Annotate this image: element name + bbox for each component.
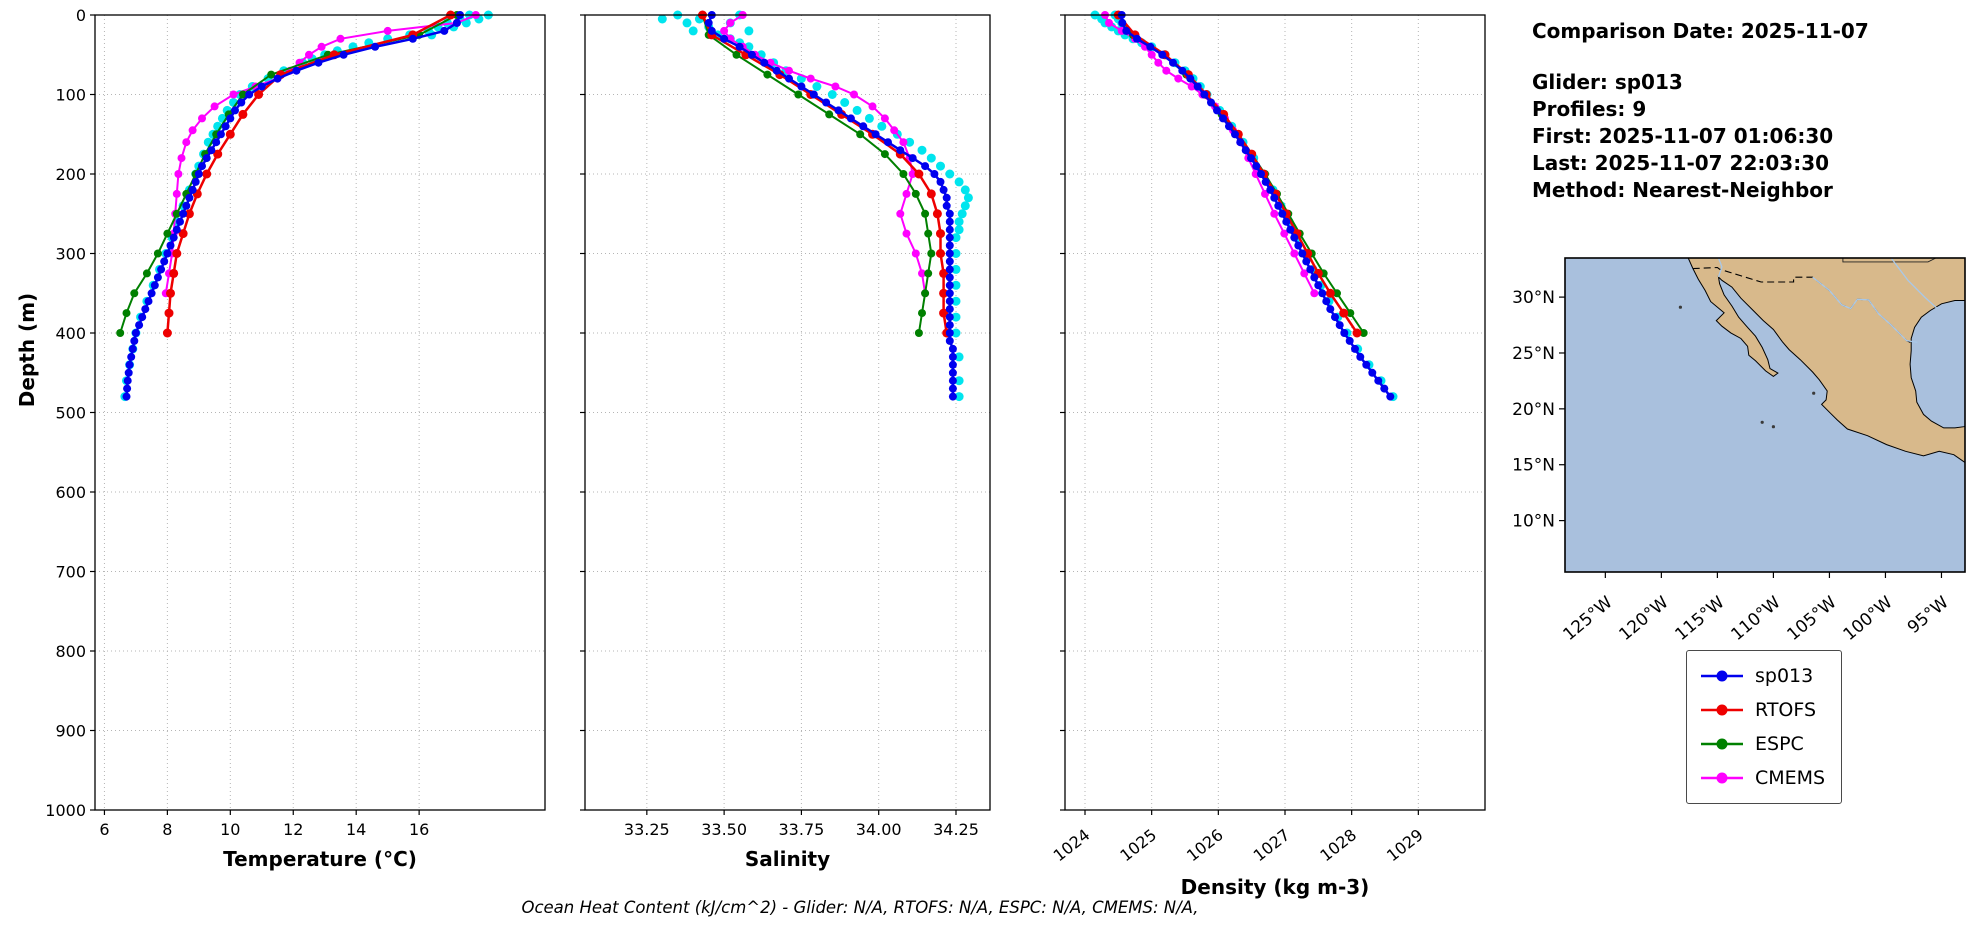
legend-item-ESPC: ESPC	[1699, 727, 1825, 761]
svg-text:33.50: 33.50	[701, 820, 747, 839]
legend-label: RTOFS	[1755, 699, 1817, 721]
series-ESPC	[698, 11, 936, 337]
svg-text:500: 500	[55, 404, 86, 423]
info-line: Profiles: 9	[1532, 97, 1647, 121]
svg-text:1028: 1028	[1316, 825, 1360, 865]
svg-text:100: 100	[55, 86, 86, 105]
legend-item-RTOFS: RTOFS	[1699, 693, 1825, 727]
svg-text:400: 400	[55, 324, 86, 343]
info-panel: Comparison Date: 2025-11-07 Glider: sp01…	[1532, 18, 1869, 204]
svg-text:200: 200	[55, 165, 86, 184]
info-line: Glider: sp013	[1532, 70, 1683, 94]
svg-text:115°W: 115°W	[1671, 592, 1728, 645]
ohc-caption: Ocean Heat Content (kJ/cm^2) - Glider: N…	[521, 898, 1199, 917]
svg-text:1027: 1027	[1250, 825, 1294, 865]
legend-label: sp013	[1755, 665, 1814, 687]
comparison-date-text: Comparison Date: 2025-11-07	[1532, 19, 1869, 43]
svg-text:125°W: 125°W	[1559, 592, 1616, 645]
chart-salinity: 33.25 33.50 33.75 34.00 34.25 Salinity	[580, 10, 991, 871]
svg-text:20°N: 20°N	[1512, 400, 1555, 420]
map-geography	[1565, 258, 1965, 572]
legend: sp013 RTOFS ESPC CMEMS	[1686, 650, 1843, 804]
svg-text:105°W: 105°W	[1784, 592, 1841, 645]
legend-marker-icon	[1701, 738, 1743, 750]
svg-text:700: 700	[55, 563, 86, 582]
river	[1812, 276, 1918, 344]
map-panel: 30°N 25°N 20°N 15°N 10°N 125°W120°W115°W110°W…	[1512, 257, 1966, 645]
svg-text:15°N: 15°N	[1512, 456, 1555, 476]
svg-text:8: 8	[162, 820, 172, 839]
svg-text:600: 600	[55, 483, 86, 502]
svg-text:1025: 1025	[1116, 825, 1160, 865]
svg-text:25°N: 25°N	[1512, 344, 1555, 364]
state-border	[1842, 258, 1937, 263]
info-line: Method: Nearest-Neighbor	[1532, 178, 1833, 202]
island	[1771, 425, 1775, 429]
svg-text:16: 16	[409, 820, 429, 839]
svg-text:34.25: 34.25	[933, 820, 979, 839]
svg-text:1029: 1029	[1383, 825, 1427, 865]
svg-text:14: 14	[346, 820, 366, 839]
legend-item-sp013: sp013	[1699, 659, 1825, 693]
svg-text:100°W: 100°W	[1840, 592, 1897, 645]
svg-text:1024: 1024	[1050, 825, 1094, 865]
svg-text:10°N: 10°N	[1512, 512, 1555, 532]
legend-marker-icon	[1701, 772, 1743, 784]
svg-text:10: 10	[220, 820, 240, 839]
glider-info-block: Glider: sp013 Profiles: 9 First: 2025-11-0…	[1532, 69, 1869, 204]
info-line: Last: 2025-11-07 22:03:30	[1532, 151, 1830, 175]
chart-temperature: 6 8 10 12 14 16 0 100 200 300 400 500 600 700 800 900 10…	[45, 6, 546, 871]
svg-text:95°W: 95°W	[1904, 592, 1953, 638]
river	[1890, 258, 1938, 309]
svg-text:33.25: 33.25	[624, 820, 670, 839]
series-glider-all-profiles	[657, 10, 973, 402]
x-axis-label-temperature: Temperature (°C)	[223, 847, 417, 871]
river	[1717, 258, 1723, 278]
svg-text:120°W: 120°W	[1615, 592, 1672, 645]
island	[1678, 305, 1682, 309]
svg-text:12: 12	[283, 820, 303, 839]
svg-text:1026: 1026	[1183, 825, 1227, 865]
legend-label: ESPC	[1755, 733, 1804, 755]
island	[1760, 420, 1764, 424]
legend-marker-icon	[1701, 670, 1743, 682]
land-mexico	[1687, 258, 1965, 464]
series-CMEMS	[1101, 11, 1319, 298]
svg-text:34.00: 34.00	[856, 820, 902, 839]
series-sp013	[704, 11, 957, 401]
svg-text:800: 800	[55, 642, 86, 661]
legend-item-CMEMS: CMEMS	[1699, 761, 1825, 795]
island	[1812, 391, 1816, 395]
svg-text:30°N: 30°N	[1512, 288, 1555, 308]
y-axis-label: Depth (m)	[15, 292, 39, 408]
chart-density: 1024 1025 1026 1027 1028 1029 Density (kg m-3)	[1050, 10, 1486, 899]
svg-text:300: 300	[55, 245, 86, 264]
svg-text:0: 0	[76, 6, 86, 25]
series-sp013	[122, 11, 464, 401]
x-axis-label-density: Density (kg m-3)	[1181, 875, 1370, 899]
svg-text:110°W: 110°W	[1728, 592, 1785, 645]
legend-marker-icon	[1701, 704, 1743, 716]
svg-text:1000: 1000	[45, 801, 86, 820]
info-line: First: 2025-11-07 01:06:30	[1532, 124, 1834, 148]
svg-text:900: 900	[55, 722, 86, 741]
series-sp013	[1117, 11, 1395, 401]
x-axis-label-salinity: Salinity	[745, 847, 830, 871]
legend-label: CMEMS	[1755, 767, 1826, 789]
svg-text:6: 6	[99, 820, 109, 839]
svg-text:33.75: 33.75	[779, 820, 825, 839]
